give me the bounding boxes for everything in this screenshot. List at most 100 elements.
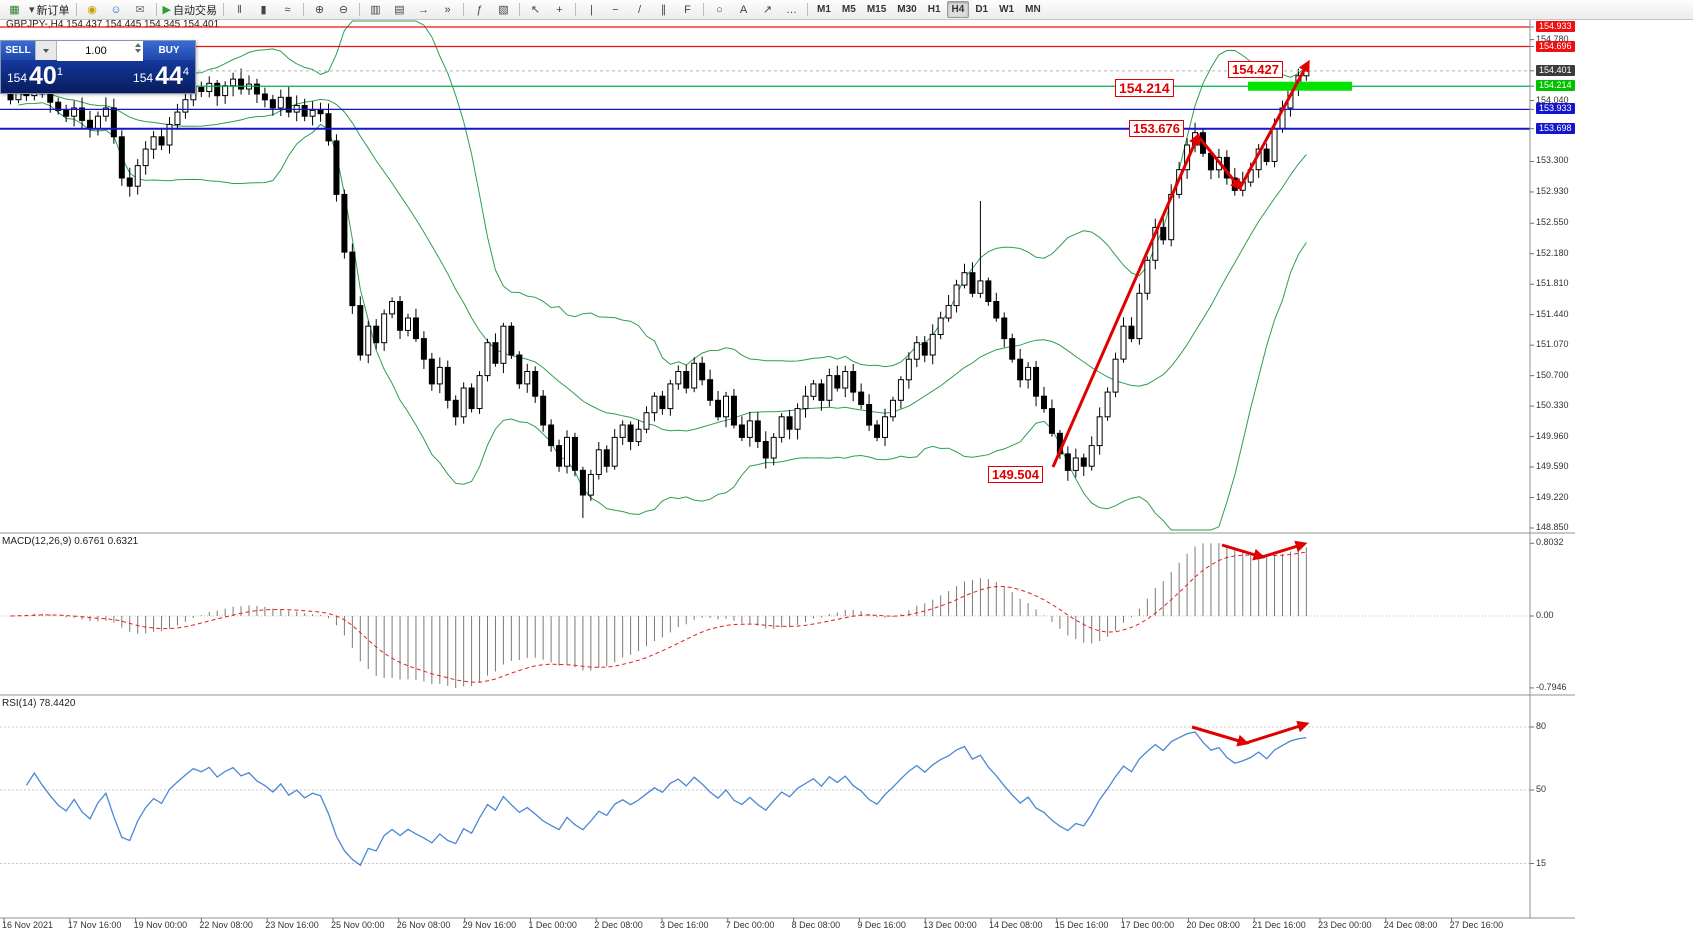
channel-icon[interactable]: ∥ — [652, 1, 675, 18]
horizontal-line-icon[interactable]: − — [604, 1, 627, 18]
candlestick-chart-icon: ▮ — [260, 4, 267, 16]
zoom-in-icon[interactable]: ⊕ — [308, 1, 331, 18]
price-annotation-label: 154.427 — [1228, 61, 1283, 78]
vertical-line-icon: | — [590, 3, 593, 16]
macd-axis-label: -0.7946 — [1536, 681, 1567, 692]
bid-pips: 40 — [29, 62, 57, 90]
timeframe-d1[interactable]: D1 — [975, 4, 989, 15]
shapes-icon: ○ — [716, 3, 723, 16]
date-axis-label: 23 Dec 00:00 — [1318, 920, 1372, 930]
tile-windows-icon[interactable]: ▥ — [364, 1, 387, 18]
zoom-out-icon[interactable]: ⊖ — [332, 1, 355, 18]
price-axis-label: 151.810 — [1536, 278, 1569, 289]
price-axis-label: 154.214 — [1536, 80, 1575, 92]
toolbar-separator — [575, 3, 576, 16]
bar-chart-icon: ‖ — [237, 3, 242, 16]
more-tools-icon: … — [786, 3, 797, 16]
rsi-indicator-label: RSI(14) 78.4420 — [2, 698, 76, 709]
buy-button[interactable]: BUY — [143, 41, 195, 60]
timeframe-m15[interactable]: M15 — [866, 4, 887, 15]
new-chart-icon[interactable]: ▦ — [3, 1, 26, 18]
bid-price[interactable]: 154 40 1 — [7, 64, 63, 89]
date-axis-label: 13 Dec 00:00 — [923, 920, 977, 930]
bar-chart-icon[interactable]: ‖ — [228, 1, 251, 18]
shapes-icon[interactable]: ○ — [708, 1, 731, 18]
toolbar-separator — [519, 3, 520, 16]
chart-shift-icon[interactable]: → — [412, 1, 435, 18]
price-axis-label: 149.590 — [1536, 461, 1569, 472]
toolbar-button-label: 自动交易 — [173, 4, 217, 17]
line-chart-icon[interactable]: ≈ — [276, 1, 299, 18]
order-type-dropdown[interactable] — [35, 41, 57, 60]
price-axis-label: 154.040 — [1536, 94, 1569, 105]
timeframe-h1[interactable]: H1 — [927, 4, 941, 15]
price-annotation-label: 154.214 — [1115, 79, 1174, 97]
date-axis-label: 25 Nov 00:00 — [331, 920, 385, 930]
date-axis-label: 21 Dec 16:00 — [1252, 920, 1306, 930]
community-icon: ☺ — [110, 3, 122, 16]
community-icon[interactable]: ☺ — [105, 1, 128, 18]
trendline-icon[interactable]: / — [628, 1, 651, 18]
sell-button[interactable]: SELL — [1, 41, 35, 60]
toolbar-separator — [155, 3, 157, 16]
cascade-windows-icon[interactable]: ▤ — [388, 1, 411, 18]
spin-down-icon — [135, 49, 141, 53]
date-axis-label: 19 Nov 00:00 — [133, 920, 188, 930]
volume-input[interactable] — [57, 41, 143, 61]
pane-separators — [0, 19, 1575, 922]
price-axis-label: 152.930 — [1536, 185, 1569, 196]
volume-stepper[interactable] — [135, 43, 141, 53]
new-order-icon: ▾ — [29, 4, 35, 16]
template-icon[interactable]: ▧ — [492, 1, 515, 18]
date-axis-label: 22 Nov 08:00 — [199, 920, 253, 930]
chat-icon[interactable]: ✉ — [129, 1, 152, 18]
toolbar-separator — [303, 3, 304, 16]
chat-icon: ✉ — [135, 4, 145, 16]
date-axis-label: 16 Nov 2021 — [2, 920, 54, 930]
macd-axis-label: 0.00 — [1536, 610, 1554, 620]
cascade-windows-icon: ▤ — [394, 4, 405, 16]
date-axis-label: 8 Dec 08:00 — [791, 920, 841, 930]
date-axis-label: 24 Dec 08:00 — [1383, 920, 1438, 930]
price-axis-label: 154.401 — [1536, 64, 1575, 76]
mql5-compass-icon[interactable]: ◉ — [81, 1, 104, 18]
date-axis-label: 17 Nov 16:00 — [67, 920, 122, 930]
crosshair-icon[interactable]: + — [548, 1, 571, 18]
timeframe-mn[interactable]: MN — [1025, 4, 1041, 15]
new-chart-icon: ▦ — [9, 4, 20, 16]
new-order-button[interactable]: ▾ 新订单 — [27, 1, 72, 18]
vertical-line-icon[interactable]: | — [580, 1, 603, 18]
ask-price[interactable]: 154 44 4 — [133, 64, 189, 89]
candlestick-chart-icon[interactable]: ▮ — [252, 1, 275, 18]
timeframe-m5[interactable]: M5 — [841, 4, 856, 15]
timeframe-m1[interactable]: M1 — [817, 4, 831, 15]
zoom-out-icon: ⊖ — [338, 4, 349, 16]
bid-figure: 154 — [7, 71, 28, 85]
rsi-pane — [0, 726, 1530, 867]
trend-arrows[interactable] — [1051, 59, 1310, 747]
rsi-axis-label: 80 — [1536, 721, 1547, 731]
price-axis-label: 154.933 — [1536, 21, 1575, 32]
more-tools-icon[interactable]: … — [780, 1, 803, 18]
timeframe-m30[interactable]: M30 — [897, 4, 917, 15]
fibonacci-icon[interactable]: F — [676, 1, 699, 18]
price-axis-label: 151.440 — [1536, 308, 1569, 319]
text-icon[interactable]: A — [732, 1, 755, 18]
zoom-in-icon: ⊕ — [314, 4, 325, 16]
toolbar-button-label: 新订单 — [36, 4, 70, 17]
mql5-compass-icon: ◉ — [87, 4, 97, 16]
arrow-tool-icon[interactable]: ↗ — [756, 1, 779, 18]
autotrading-button[interactable]: ▶ 自动交易 — [161, 1, 219, 18]
crosshair-icon: + — [556, 3, 563, 16]
timeframe-h4[interactable]: H4 — [946, 1, 970, 18]
auto-scroll-icon[interactable]: » — [436, 1, 459, 18]
date-axis-label: 26 Nov 08:00 — [396, 920, 451, 930]
cursor-icon[interactable]: ↖ — [524, 1, 547, 18]
date-axis-label: 23 Nov 16:00 — [265, 920, 319, 930]
timeframe-w1[interactable]: W1 — [999, 4, 1015, 15]
indicators-icon[interactable]: ƒ — [468, 1, 491, 18]
price-axis-label: 152.180 — [1536, 247, 1569, 258]
date-axis-label: 20 Dec 08:00 — [1186, 920, 1240, 930]
